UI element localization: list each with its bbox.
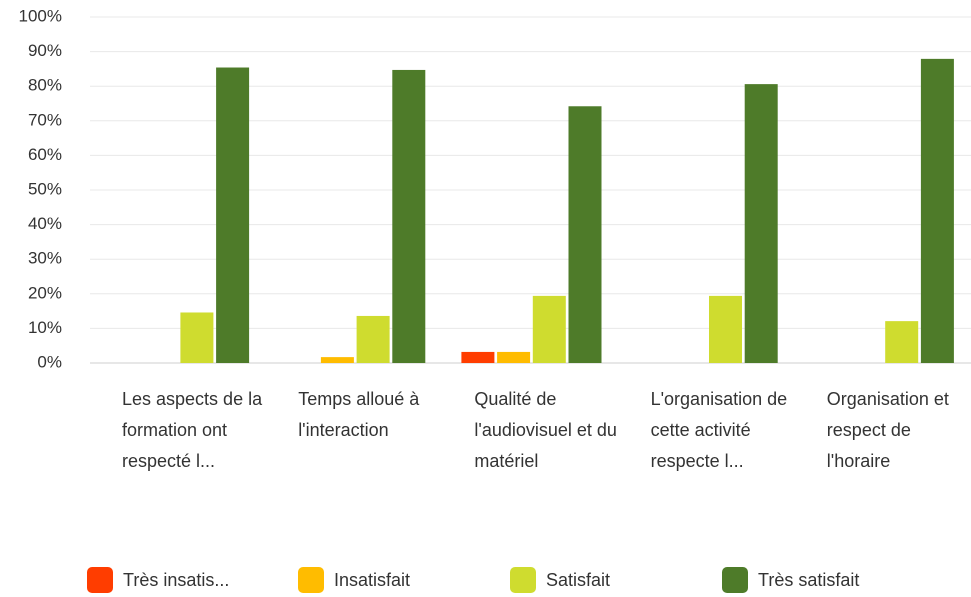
x-tick-label: Les aspects de la formation ont respecté…	[122, 389, 263, 471]
bar	[180, 312, 214, 363]
y-tick-label: 90%	[28, 41, 62, 60]
bar	[920, 58, 954, 364]
legend-swatch	[510, 567, 536, 593]
y-tick-label: 20%	[28, 283, 62, 302]
y-tick-label: 70%	[28, 110, 62, 129]
legend-label: Insatisfait	[334, 569, 411, 590]
bar	[709, 295, 742, 363]
bar	[568, 106, 602, 363]
bar	[461, 351, 495, 363]
bar	[320, 357, 354, 363]
x-tick-label: L'organisation de cette activité respect…	[650, 389, 788, 471]
legend-label: Très insatis...	[123, 569, 230, 590]
legend-item: Très insatis...	[87, 567, 229, 593]
y-tick-label: 50%	[28, 179, 62, 198]
y-tick-label: 100%	[19, 6, 62, 25]
bar	[216, 67, 250, 364]
legend-label: Très satisfait	[758, 569, 860, 590]
bar	[497, 351, 531, 363]
legend-swatch	[722, 567, 748, 593]
legend-swatch	[298, 567, 324, 593]
y-tick-label: 40%	[28, 214, 62, 233]
x-tick-label: Temps alloué à l'interaction	[298, 389, 420, 440]
legend-swatch	[87, 567, 113, 593]
x-tick-label: Qualité de l'audiovisuel et du matériel	[474, 389, 617, 471]
y-tick-label: 30%	[28, 249, 62, 268]
legend-item: Très satisfait	[722, 567, 859, 593]
y-tick-label: 60%	[28, 145, 62, 164]
legend-item: Satisfait	[510, 567, 610, 593]
legend-label: Satisfait	[546, 569, 611, 590]
legend-item: Insatisfait	[298, 567, 410, 593]
bar	[532, 295, 566, 363]
x-tick-label: Organisation et respect de l'horaire	[826, 389, 949, 471]
bar	[885, 321, 919, 363]
bar	[356, 315, 390, 363]
y-tick-label: 80%	[28, 76, 62, 95]
bar	[392, 69, 426, 364]
bar	[744, 84, 778, 364]
y-tick-label: 0%	[37, 352, 62, 371]
y-tick-label: 10%	[28, 318, 62, 337]
